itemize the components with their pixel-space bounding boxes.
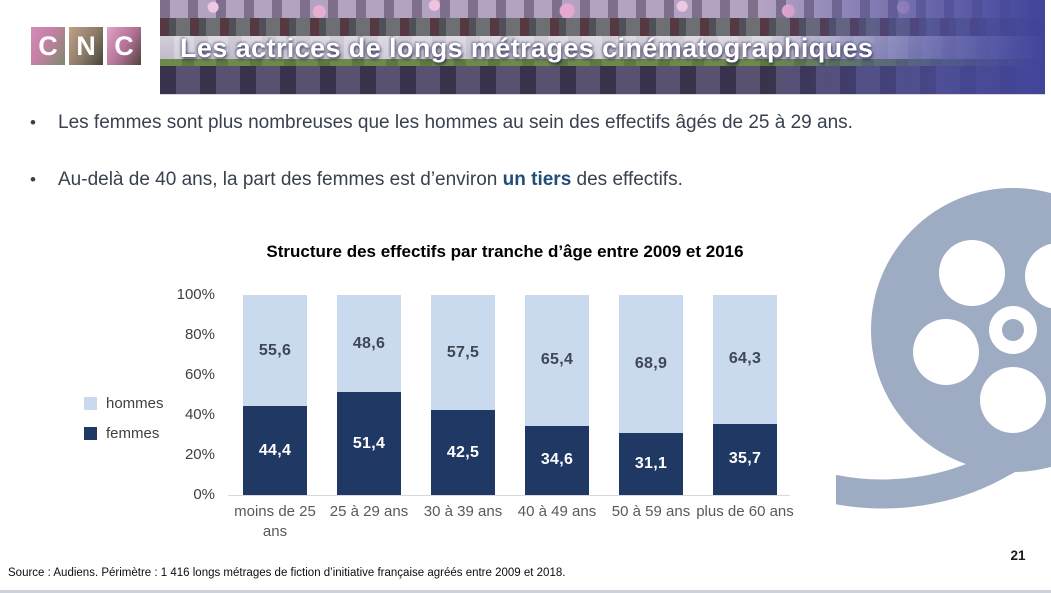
y-tick-label: 0% bbox=[193, 486, 215, 503]
x-axis: moins de 25 ans 25 à 29 ans 30 à 39 ans 40 … bbox=[234, 502, 795, 550]
chart-plot: 55,6 44,4 48,6 51,4 57,5 42,5 65,4 34,6 68,9 31,1… bbox=[235, 295, 785, 495]
stacked-bar: 68,9 31,1 bbox=[619, 295, 683, 495]
y-tick-label: 20% bbox=[184, 446, 215, 463]
segment-femmes: 51,4 bbox=[337, 392, 401, 495]
legend-label: hommes bbox=[106, 394, 164, 412]
chart-title: Structure des effectifs par tranche d’âg… bbox=[266, 242, 744, 261]
film-reel-icon bbox=[836, 188, 1051, 509]
segment-hommes: 48,6 bbox=[337, 295, 401, 393]
legend-label: femmes bbox=[106, 424, 160, 442]
segment-hommes: 55,6 bbox=[243, 295, 307, 407]
source-note: Source : Audiens. Périmètre : 1 416 long… bbox=[8, 567, 566, 579]
segment-femmes: 35,7 bbox=[713, 423, 777, 495]
bullet-text: Les femmes sont plus nombreuses que les … bbox=[58, 112, 853, 134]
logo-tile: N bbox=[69, 27, 103, 65]
stacked-bar: 55,6 44,4 bbox=[243, 295, 307, 495]
y-tick-label: 80% bbox=[184, 326, 215, 343]
bullet-marker: • bbox=[30, 113, 36, 132]
stacked-bar: 48,6 51,4 bbox=[337, 295, 401, 495]
x-category-label: moins de 25 ans bbox=[234, 503, 316, 540]
legend-item-femmes: femmes bbox=[84, 418, 164, 448]
bullet-text: Au-delà de 40 ans, la part des femmes es… bbox=[58, 169, 683, 191]
bullet-text-pre: Au-delà de 40 ans, la part des femmes es… bbox=[58, 169, 503, 190]
bullet-text-pre: Les femmes sont plus nombreuses que les … bbox=[58, 112, 853, 133]
x-axis-line bbox=[228, 495, 790, 496]
bullet-item: • Les femmes sont plus nombreuses que le… bbox=[30, 112, 990, 134]
logo-letter: C bbox=[114, 30, 134, 61]
segment-hommes: 68,9 bbox=[619, 295, 683, 433]
segment-femmes: 44,4 bbox=[243, 406, 307, 495]
banner-right-wash bbox=[160, 0, 1045, 94]
logo-letter: N bbox=[76, 30, 96, 61]
logo-letter: C bbox=[38, 30, 58, 61]
page-number: 21 bbox=[1010, 548, 1026, 563]
segment-hommes: 57,5 bbox=[431, 295, 495, 410]
bullet-marker: • bbox=[30, 170, 36, 189]
segment-hommes: 64,3 bbox=[713, 295, 777, 424]
y-tick-label: 100% bbox=[176, 286, 215, 303]
legend-item-hommes: hommes bbox=[84, 388, 164, 418]
x-category-label: plus de 60 ans bbox=[696, 503, 794, 520]
y-axis: 100% 80% 60% 40% 20% 0% bbox=[120, 240, 215, 520]
logo-tile: C bbox=[107, 27, 141, 65]
y-tick-label: 40% bbox=[184, 406, 215, 423]
x-category-label: 50 à 59 ans bbox=[611, 503, 691, 520]
legend-swatch bbox=[84, 426, 97, 440]
stacked-bar: 65,4 34,6 bbox=[525, 295, 589, 495]
banner-image: Les actrices de longs métrages cinématog… bbox=[160, 0, 1045, 95]
x-category-label: 40 à 49 ans bbox=[517, 503, 597, 520]
age-structure-chart: Structure des effectifs par tranche d’âg… bbox=[0, 240, 820, 570]
segment-femmes: 34,6 bbox=[525, 425, 589, 495]
x-category-label: 30 à 39 ans bbox=[423, 503, 503, 520]
logo-tile: C bbox=[31, 27, 65, 65]
bullet-item: • Au-delà de 40 ans, la part des femmes … bbox=[30, 169, 990, 191]
stacked-bar: 64,3 35,7 bbox=[713, 295, 777, 495]
y-tick-label: 60% bbox=[184, 366, 215, 383]
segment-femmes: 31,1 bbox=[619, 432, 683, 495]
x-category-label: 25 à 29 ans bbox=[329, 503, 409, 520]
chart-legend: hommes femmes bbox=[84, 388, 164, 448]
stacked-bar: 57,5 42,5 bbox=[431, 295, 495, 495]
bullet-text-bold: un tiers bbox=[502, 169, 572, 190]
cnc-logo: C N C bbox=[31, 27, 141, 65]
segment-femmes: 42,5 bbox=[431, 410, 495, 495]
segment-hommes: 65,4 bbox=[525, 295, 589, 426]
bullet-text-post: des effectifs. bbox=[571, 169, 683, 190]
slide-title: Les actrices de longs métrages cinématog… bbox=[180, 33, 874, 63]
legend-swatch bbox=[84, 396, 97, 410]
